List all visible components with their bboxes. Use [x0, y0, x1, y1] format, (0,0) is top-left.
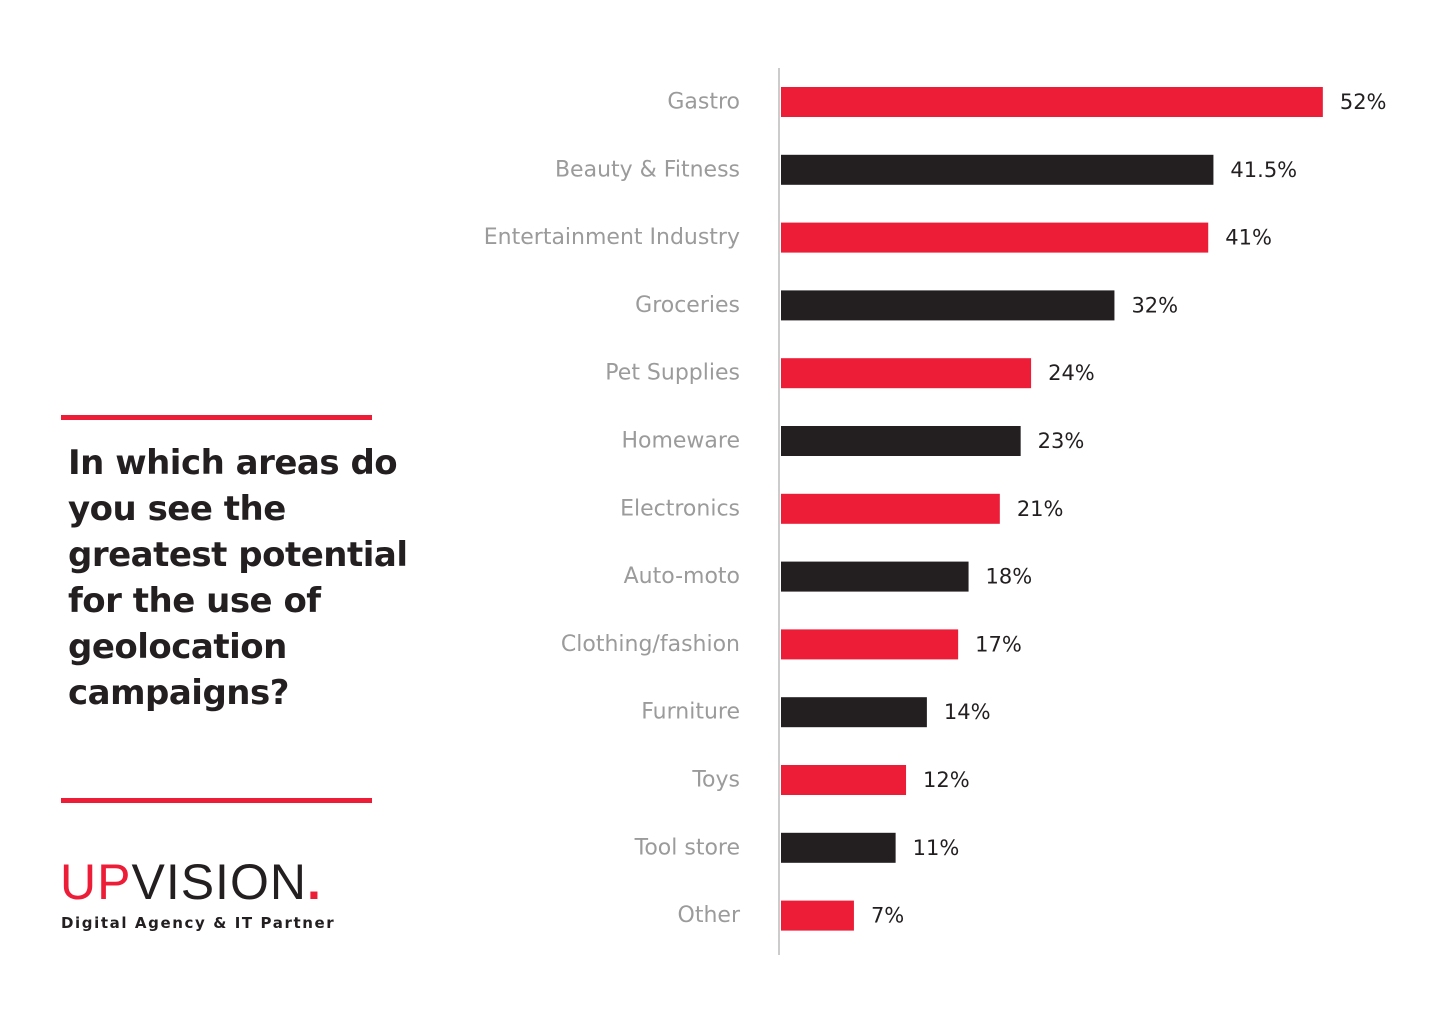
bar-other: [781, 900, 854, 931]
question-title: In which areas do you see the greatest p…: [68, 443, 408, 713]
category-label-other: Other: [678, 903, 741, 928]
bar-pet-supplies: [781, 358, 1032, 389]
value-label-beauty-fitness: 41.5%: [1230, 158, 1297, 182]
category-label-furniture: Furniture: [641, 700, 740, 725]
upvision-logo: UPVISION.: [60, 852, 322, 912]
category-label-gastro: Gastro: [667, 90, 740, 115]
category-label-entertainment-industry: Entertainment Industry: [484, 225, 740, 250]
value-label-tool-store: 11%: [913, 836, 960, 860]
bar-entertainment-industry: [781, 222, 1209, 253]
value-label-pet-supplies: 24%: [1048, 361, 1095, 385]
value-label-other: 7%: [871, 904, 904, 928]
bar-homeware: [781, 426, 1021, 456]
logo-vision: VISION: [131, 854, 307, 910]
value-label-auto-moto: 18%: [986, 565, 1033, 589]
value-label-homeware: 23%: [1038, 429, 1085, 453]
category-label-homeware: Homeware: [621, 429, 740, 454]
logo-tagline: Digital Agency & IT Partner: [61, 914, 336, 932]
value-label-clothing-fashion: 17%: [975, 632, 1022, 656]
logo-up: UP: [60, 854, 132, 910]
bar-electronics: [781, 493, 1000, 524]
bar-clothing-fashion: [781, 629, 959, 660]
category-label-toys: Toys: [691, 768, 740, 793]
value-label-electronics: 21%: [1017, 497, 1064, 521]
value-label-gastro: 52%: [1340, 90, 1387, 114]
category-label-beauty-fitness: Beauty & Fitness: [555, 157, 740, 182]
bar-tool-store: [781, 832, 896, 863]
value-label-groceries: 32%: [1131, 293, 1178, 317]
bar-beauty-fitness: [781, 154, 1214, 185]
category-label-pet-supplies: Pet Supplies: [605, 361, 740, 386]
bar-groceries: [781, 290, 1115, 321]
value-label-entertainment-industry: 41%: [1225, 226, 1272, 250]
value-label-toys: 12%: [923, 768, 970, 792]
bar-auto-moto: [781, 561, 969, 592]
value-label-furniture: 14%: [944, 700, 991, 724]
category-label-auto-moto: Auto-moto: [624, 564, 740, 589]
bar-gastro: [781, 87, 1323, 117]
top-accent-rule: [61, 415, 372, 420]
category-label-tool-store: Tool store: [634, 835, 740, 860]
category-label-clothing-fashion: Clothing/fashion: [561, 632, 740, 657]
category-label-groceries: Groceries: [635, 293, 740, 318]
category-label-electronics: Electronics: [620, 496, 740, 521]
logo-dot: .: [306, 854, 322, 910]
bar-toys: [781, 765, 907, 795]
bottom-accent-rule: [61, 798, 372, 803]
bar-furniture: [781, 697, 927, 728]
